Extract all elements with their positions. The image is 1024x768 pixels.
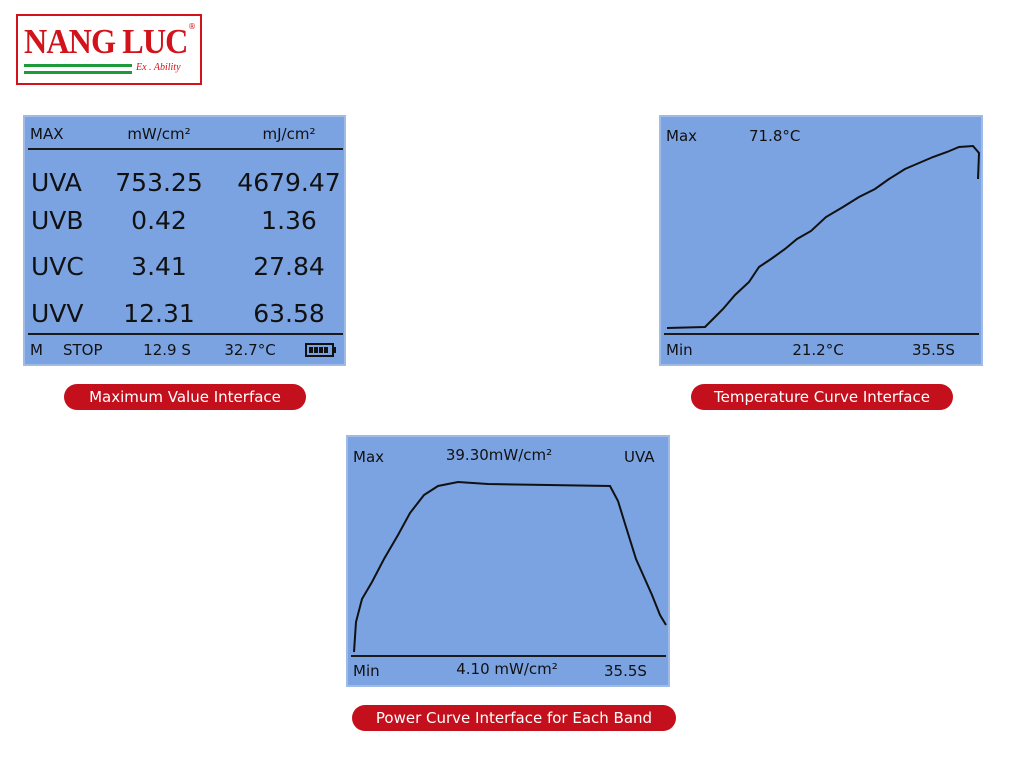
table-cell: 4679.47 (237, 168, 341, 197)
table-cell: 1.36 (261, 206, 317, 235)
min-value: 21.2°C (792, 341, 844, 359)
band-label: UVB (31, 206, 84, 235)
max-label: Max (353, 448, 385, 466)
power-curve (353, 480, 667, 653)
header-cell: mW/cm² (127, 125, 191, 143)
divider (28, 333, 343, 335)
header-cell: MAX (30, 125, 64, 143)
header-cell: mJ/cm² (262, 125, 316, 143)
max-value: 71.8°C (749, 127, 801, 145)
time: 35.5S (912, 341, 955, 359)
logo: NANG LUC ® Ex . Ability (16, 14, 202, 85)
status-time: 12.9 S (143, 341, 191, 359)
temp-panel: Max 71.8°C Min 21.2°C 35.5S (659, 115, 983, 366)
logo-title: NANG LUC (24, 22, 188, 61)
table-cell: 12.31 (123, 299, 195, 328)
min-label: Min (353, 662, 380, 680)
table-cell: 753.25 (115, 168, 203, 197)
table-cell: 3.41 (131, 252, 187, 281)
caption: Maximum Value Interface (64, 384, 306, 410)
logo-tagline: Ex . Ability (136, 62, 181, 73)
max-panel: MAX mW/cm² mJ/cm² UVA 753.25 4679.47 UVB 0.4… (23, 115, 346, 366)
status-state: STOP (63, 341, 103, 359)
caption: Temperature Curve Interface (691, 384, 953, 410)
divider (28, 148, 343, 150)
band: UVA (624, 448, 655, 466)
status-mode: M (30, 341, 43, 359)
divider (351, 655, 666, 657)
time: 35.5S (604, 662, 647, 680)
logo-mark: ® (188, 22, 196, 31)
band-label: UVV (31, 299, 84, 328)
logo-stripe (24, 64, 132, 67)
caption: Power Curve Interface for Each Band (352, 705, 676, 731)
table-cell: 0.42 (131, 206, 187, 235)
band-label: UVC (31, 252, 84, 281)
table-cell: 63.58 (253, 299, 325, 328)
min-label: Min (666, 341, 693, 359)
logo-stripe (24, 71, 132, 74)
battery-icon (305, 343, 336, 357)
max-value: 39.30mW/cm² (445, 446, 553, 464)
min-value: 4.10 mW/cm² (456, 660, 558, 678)
divider (664, 333, 979, 335)
band-label: UVA (31, 168, 82, 197)
max-label: Max (666, 127, 698, 145)
table-cell: 27.84 (253, 252, 325, 281)
status-temp: 32.7°C (224, 341, 276, 359)
power-panel: Max 39.30mW/cm² UVA Min 4.10 mW/cm² 35.5… (346, 435, 670, 687)
temperature-curve (666, 144, 981, 329)
